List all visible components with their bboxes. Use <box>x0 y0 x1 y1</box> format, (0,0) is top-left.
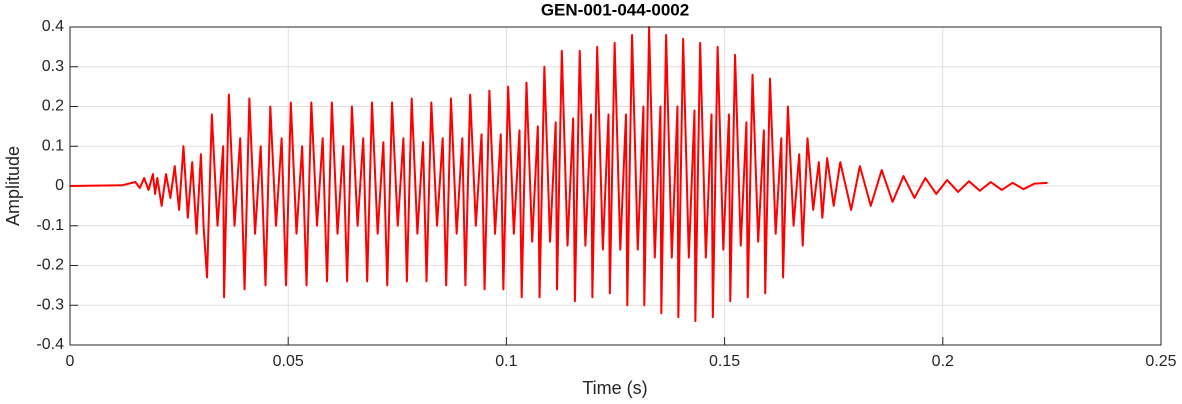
x-tick-label: 0.15 <box>709 353 740 370</box>
y-axis-label: Amplitude <box>3 146 23 226</box>
y-tick-label: 0 <box>55 177 64 194</box>
waveform-line <box>69 26 1048 323</box>
axes-box <box>69 26 1162 346</box>
x-tick-label: 0.1 <box>495 353 517 370</box>
x-tick-label: 0.2 <box>932 353 954 370</box>
y-tick-label: 0.3 <box>42 58 64 75</box>
x-tick-label: 0.05 <box>273 353 304 370</box>
x-tick-label: 0.25 <box>1145 353 1176 370</box>
x-axis-label: Time (s) <box>582 378 647 398</box>
y-tick-label: 0.2 <box>42 98 64 115</box>
y-tick-label: 0.4 <box>42 18 64 35</box>
y-tick-label: -0.2 <box>36 257 64 274</box>
y-tick-label: -0.1 <box>36 217 64 234</box>
chart-title: GEN-001-044-0002 <box>541 0 689 19</box>
y-tick-label: -0.3 <box>36 296 64 313</box>
y-tick-label: 0.1 <box>42 137 64 154</box>
y-tick-label: -0.4 <box>36 336 64 353</box>
x-tick-label: 0 <box>66 353 75 370</box>
